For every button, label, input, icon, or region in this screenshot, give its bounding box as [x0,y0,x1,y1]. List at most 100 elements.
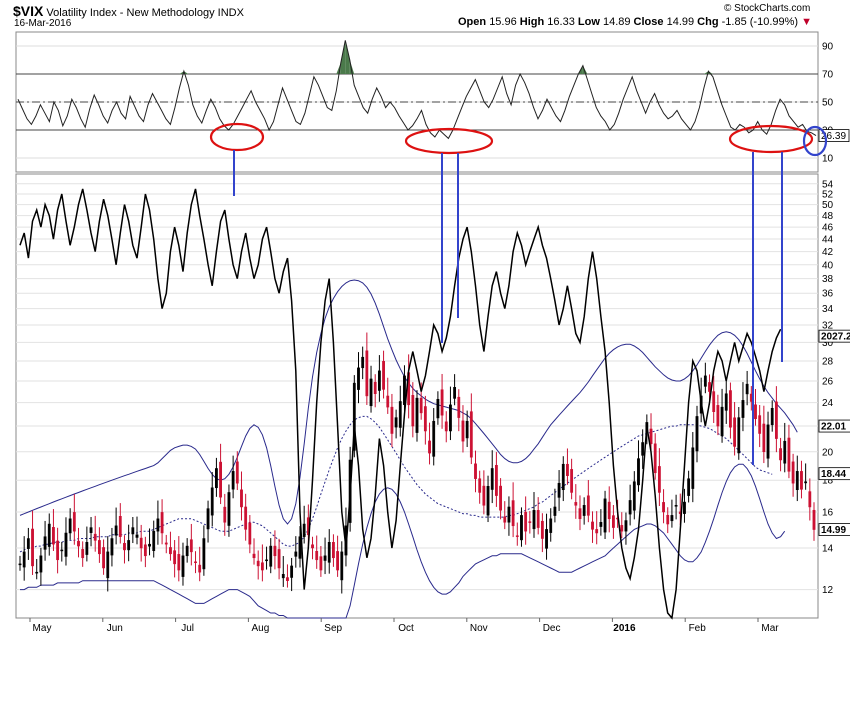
candle-body [729,390,732,428]
x-month-label: May [33,623,52,634]
candle-body [474,463,477,479]
candle-body [683,501,686,514]
price-panel: 5452504846444240383634323028262422201816… [15,173,850,620]
annotations [209,122,828,465]
price-tick-label: 50 [822,200,834,211]
candle-body [164,542,168,545]
candle-body [574,502,578,506]
candle-body [536,510,540,528]
x-month-label: Oct [398,623,414,634]
candle-body [649,428,653,445]
candle-body [123,542,126,551]
candle-body [281,574,285,579]
candle-body [578,508,582,520]
candle-body [256,560,260,567]
candle-body [733,417,737,447]
price-tick-label: 36 [822,289,834,300]
candle-body [787,437,791,472]
candle-body [198,564,202,573]
exchange-label: INDX [217,7,244,19]
candle-body [319,556,323,571]
candle-body [486,486,490,516]
candle-body [202,538,206,570]
candle-body [298,536,302,559]
candle-body [327,542,331,563]
candle-body [223,506,227,523]
rsi-overbought-fill [703,71,709,74]
candle-body [18,563,22,566]
candle-body [386,395,390,408]
candle-body [177,554,181,571]
candle-body [549,518,553,533]
candle-body [494,464,498,496]
price-tick-label: 26 [822,376,834,387]
price-value-tag-label: 18.44 [821,469,846,480]
candle-body [152,530,156,551]
candle-body [415,397,419,433]
candle-body [691,447,695,489]
x-month-label: Aug [252,623,270,634]
candle-body [64,532,68,557]
candle-body [591,521,594,530]
price-value-tag [818,523,850,536]
candle-body [373,381,377,394]
candle-body [800,471,803,490]
x-month-label: Nov [470,623,488,634]
candle-body [302,523,306,537]
candle-body [469,411,473,458]
candle-body [394,417,398,428]
candle-body [352,382,356,451]
candle-body [582,505,586,516]
candle-body [670,515,674,522]
candle-body [762,423,766,453]
candle-body [26,538,30,549]
candle-body [114,525,118,536]
candle-body [248,522,252,545]
x-month-label: Jun [107,623,123,634]
high-value: 16.33 [547,16,575,28]
candle-body [323,555,327,561]
candle-body [595,529,599,534]
candle-body [808,491,812,508]
chart-date: 16-Mar-2016 [14,18,72,29]
rsi-tick-label: 10 [822,154,834,165]
candle-body [607,501,611,520]
candle-body [632,481,636,511]
candle-body [189,539,193,553]
candle-body [666,514,670,525]
low-value: 14.89 [602,16,631,28]
candle-body [382,361,385,390]
candle-body [712,391,716,412]
x-month-label: Sep [324,623,342,634]
candle-body [269,545,273,567]
candle-body [461,420,465,442]
candle-body [60,549,64,552]
down-arrow-icon: ▼ [801,16,813,28]
candle-body [244,506,248,530]
candle-body [653,443,657,474]
candle-body [520,515,523,541]
price-value-tag [818,329,850,343]
candle-body [586,495,590,516]
candle-body [812,509,816,530]
candle-body [93,533,97,541]
candle-body [85,542,89,555]
candle-body [528,521,532,523]
candle-body [273,545,277,557]
candle-body [791,461,795,484]
price-tick-label: 32 [822,320,834,331]
chg-label: Chg [697,16,719,28]
high-label: High [519,16,545,28]
rsi-tick-label: 90 [822,42,834,53]
red-ellipse-annotation [728,124,814,154]
candle-body [779,448,782,461]
candle-body [72,512,76,532]
rsi-line [17,40,817,140]
price-tick-label: 28 [822,356,834,367]
candle-body [716,405,720,427]
candle-body [206,508,210,530]
price-tick-label: 18 [822,476,834,487]
candle-body [286,577,289,581]
price-tick-label: 30 [822,338,834,349]
